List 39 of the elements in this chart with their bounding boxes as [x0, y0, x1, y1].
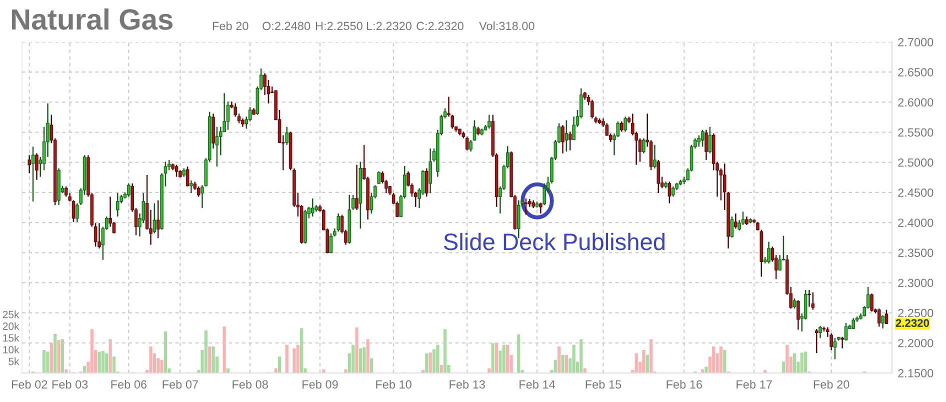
- x-tick-label: Feb 14: [520, 380, 556, 389]
- x-tick-label: Feb 09: [302, 380, 338, 389]
- x-tick-label: Feb 10: [376, 380, 412, 389]
- x-tick-label: Feb 16: [666, 380, 702, 389]
- y-tick-label: 2.4500: [898, 188, 934, 197]
- y-tick-label: 2.6500: [898, 68, 934, 76]
- text: O:2.2480: [262, 22, 310, 30]
- text: 2.2320: [896, 319, 930, 328]
- chart-title: Natural Gas: [12, 8, 173, 30]
- text: Vol:318.00: [479, 22, 534, 30]
- x-tick-label: Feb 20: [814, 380, 850, 389]
- y2-tick-label: 25k: [2, 310, 20, 318]
- y-tick-label: 2.5000: [898, 158, 934, 167]
- text: Feb 20: [212, 22, 248, 30]
- annotation: Slide Deck Published: [444, 232, 664, 250]
- y-tick-label: 2.1500: [898, 369, 934, 378]
- text: H:2.2550: [316, 22, 362, 30]
- y2-tick-label: 20k: [2, 322, 20, 330]
- y2-tick-label: 15k: [3, 334, 20, 342]
- x-tick-label: Feb 15: [586, 380, 622, 389]
- y-tick-label: 2.2500: [898, 308, 934, 318]
- y-tick-label: 2.3500: [898, 248, 934, 258]
- x-tick-label: Feb 17: [736, 380, 772, 389]
- x-tick-label: Feb 03: [52, 380, 88, 389]
- x-tick-label: Feb 02: [12, 380, 48, 389]
- text: L:2.2320: [366, 22, 412, 30]
- x-tick-label: Feb 06: [111, 380, 147, 389]
- y-tick-label: 2.7000: [898, 38, 934, 46]
- y2-tick-label: 5k: [8, 357, 20, 366]
- y-tick-label: 2.3000: [898, 278, 934, 288]
- text: C:2.2320: [416, 22, 464, 30]
- x-tick-label: Feb 08: [232, 380, 268, 389]
- y-tick-label: 2.2000: [898, 338, 934, 348]
- x-tick-label: Feb 07: [162, 380, 198, 389]
- y-tick-label: 2.4000: [898, 218, 934, 227]
- x-tick-label: Feb 13: [450, 380, 485, 389]
- y2-tick-label: 10k: [3, 346, 20, 354]
- y-tick-label: 2.6000: [898, 98, 934, 107]
- y-tick-label: 2.5500: [898, 128, 934, 137]
